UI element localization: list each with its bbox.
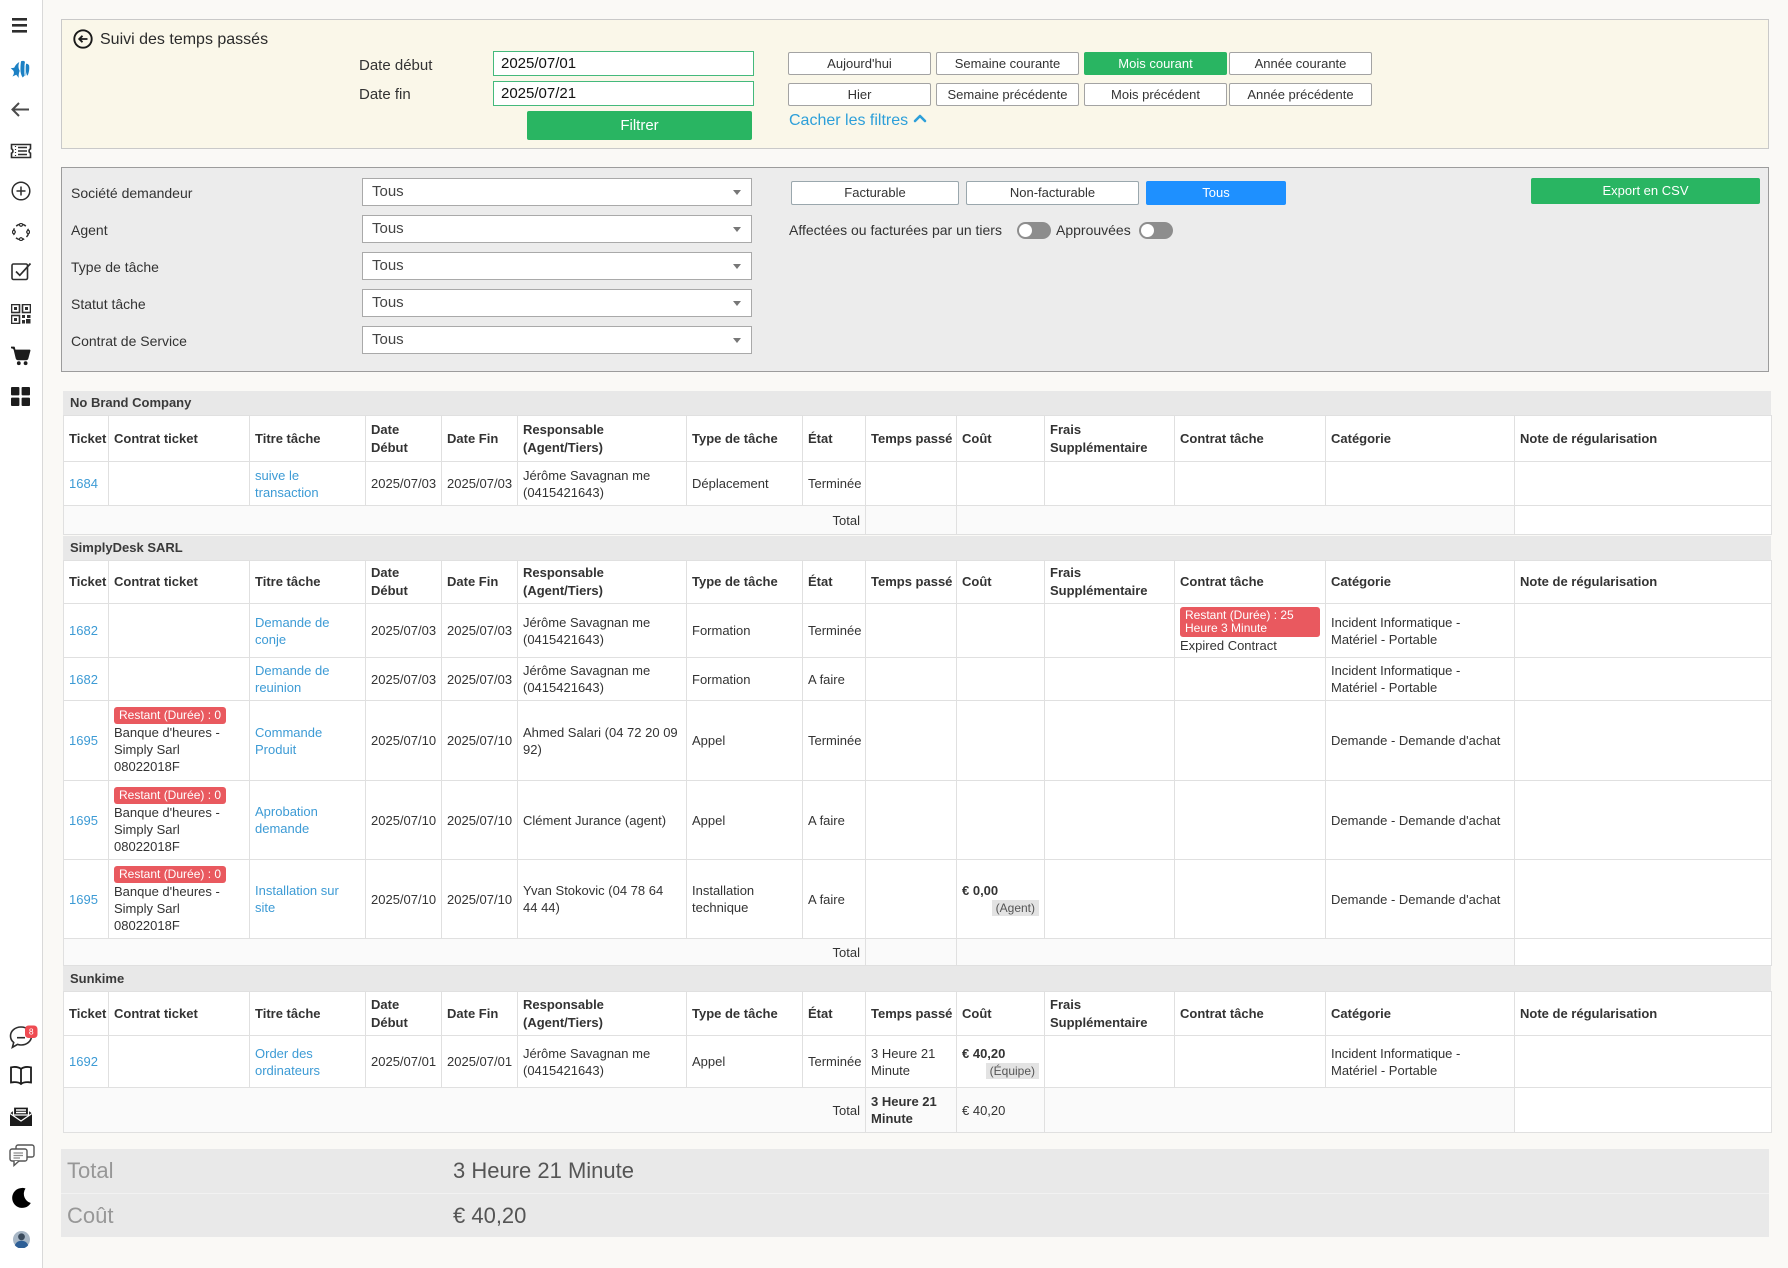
svg-text:8: 8 [29,1027,34,1037]
